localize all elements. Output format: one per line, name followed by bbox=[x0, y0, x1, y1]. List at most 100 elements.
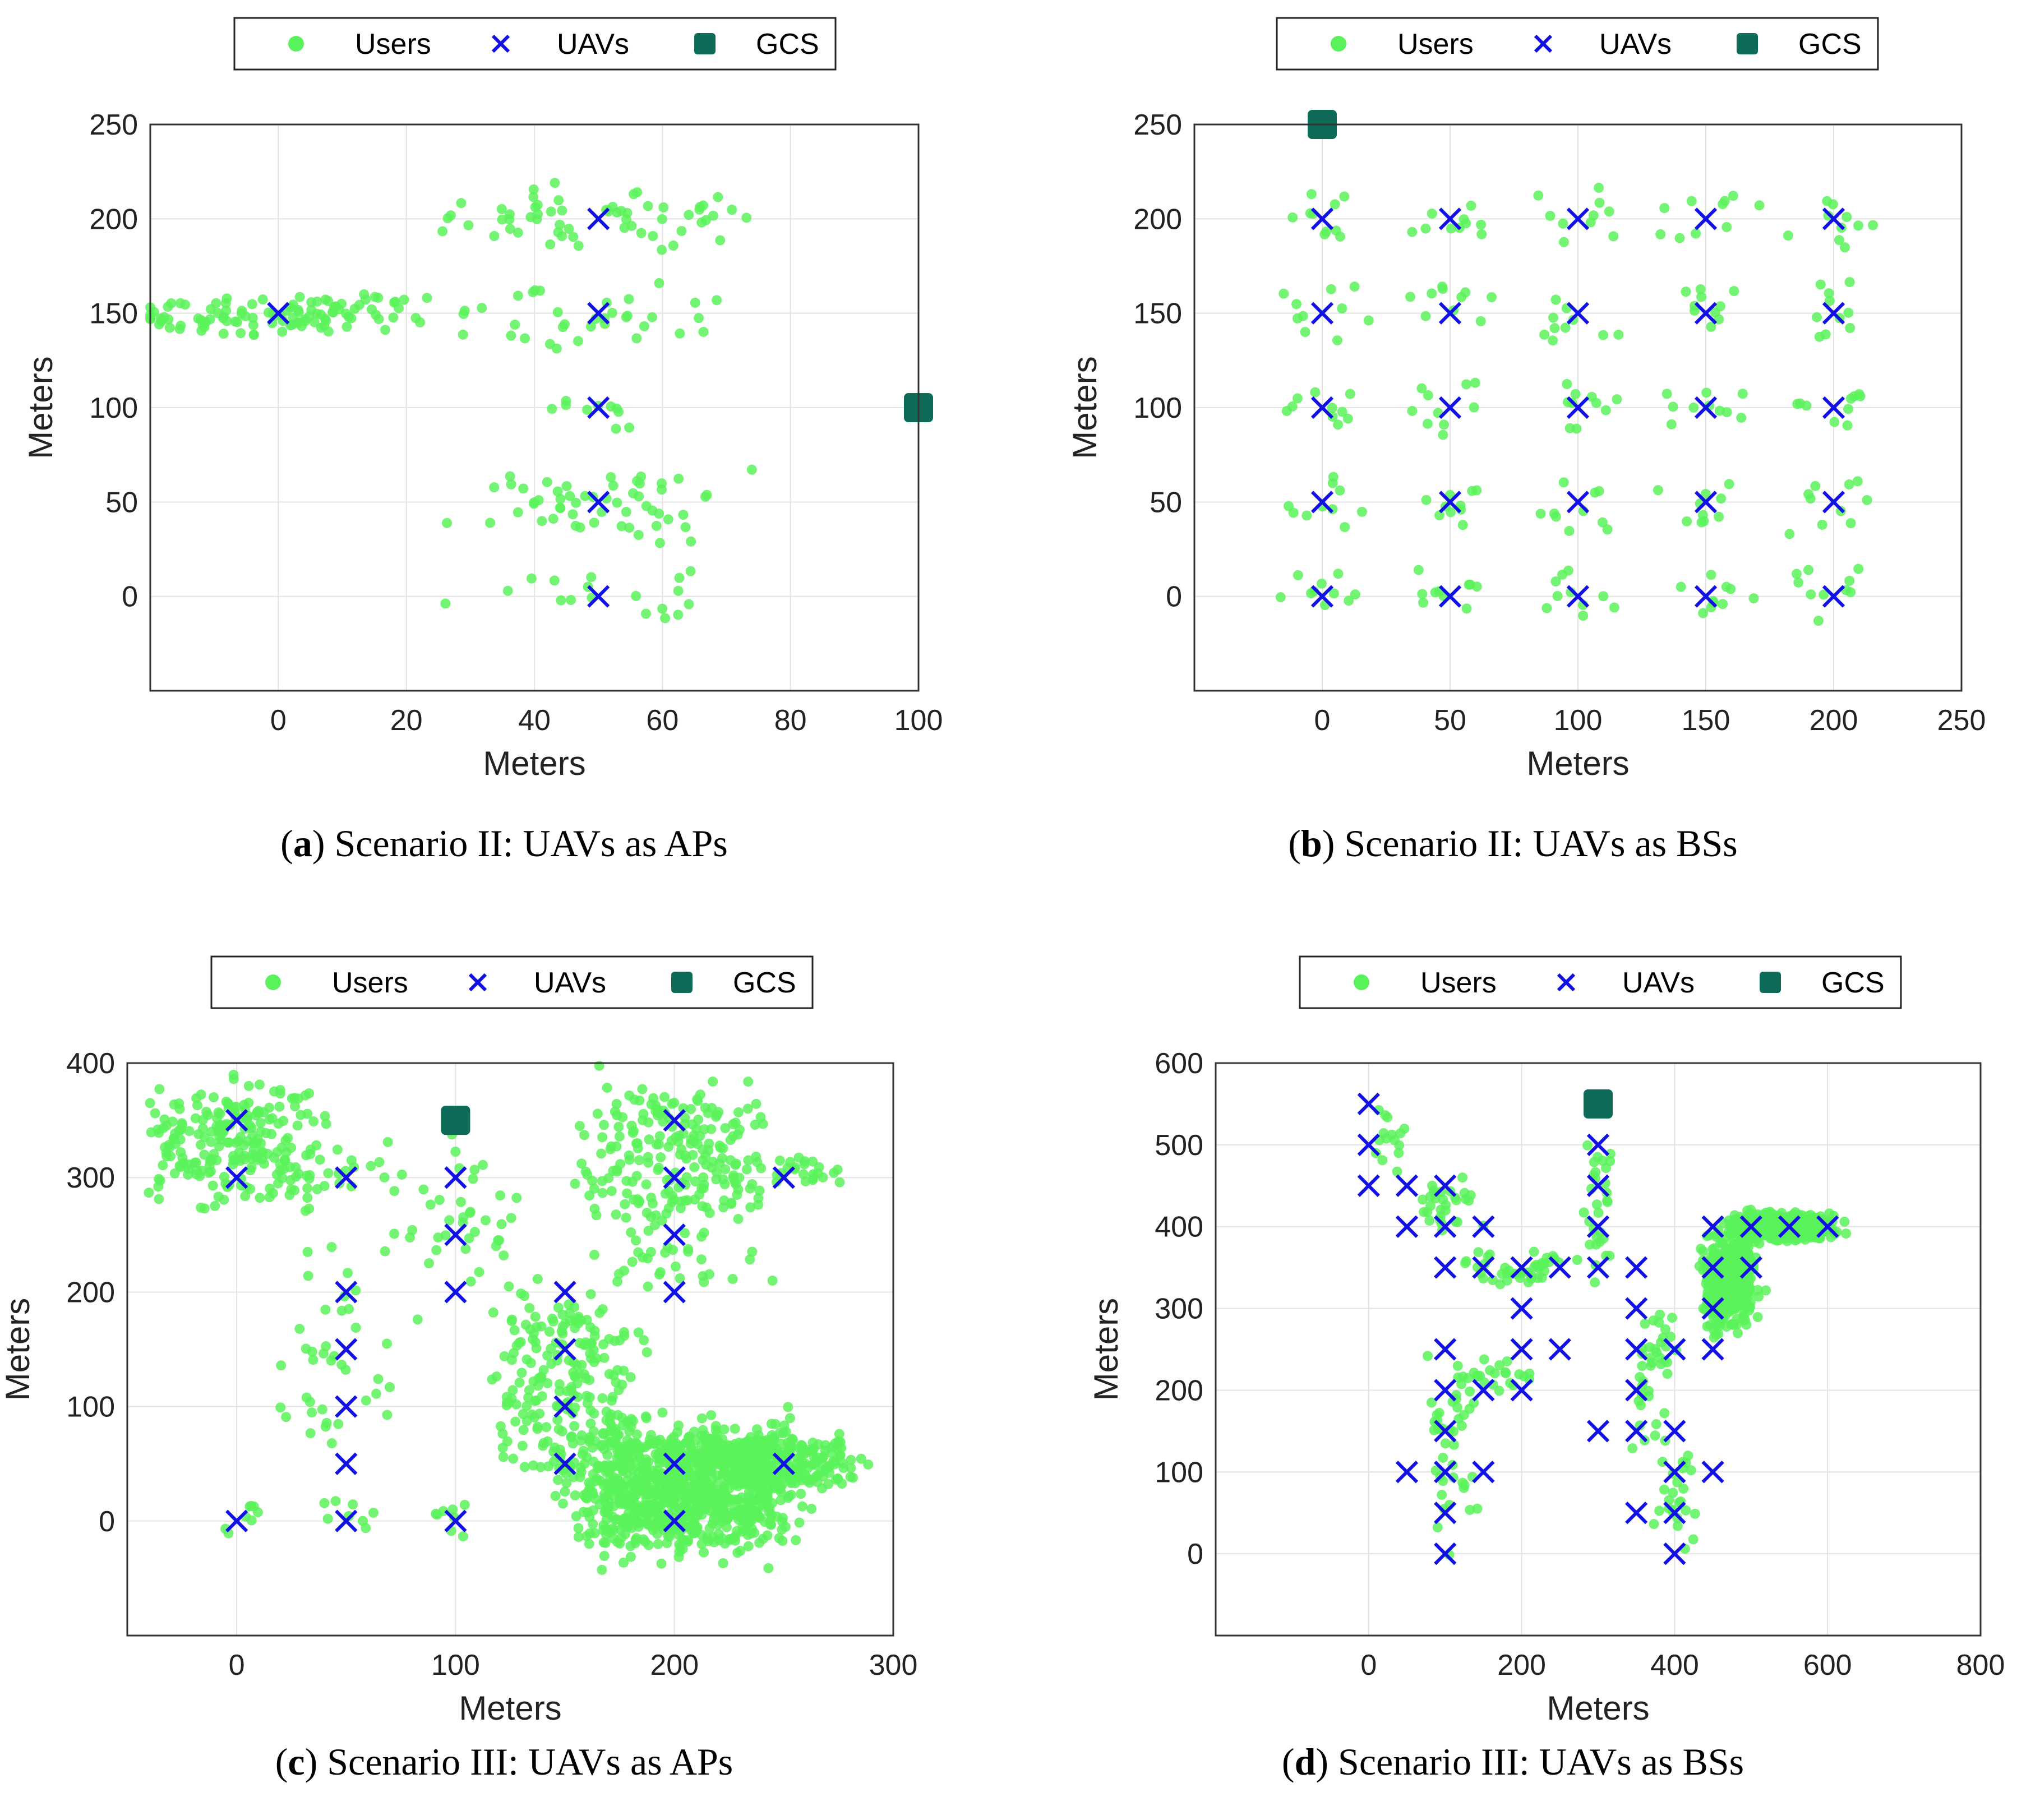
user-point bbox=[647, 1472, 657, 1482]
user-point bbox=[379, 1172, 390, 1182]
user-point bbox=[336, 1359, 347, 1370]
user-point bbox=[1405, 292, 1415, 302]
user-point bbox=[175, 1125, 186, 1135]
user-point bbox=[694, 313, 704, 324]
user-point bbox=[762, 1530, 773, 1541]
axes-frame bbox=[1193, 123, 1963, 692]
plot-area bbox=[1216, 1063, 1981, 1636]
user-point bbox=[628, 1125, 639, 1136]
uavs-series bbox=[267, 207, 610, 608]
user-point bbox=[723, 1444, 733, 1455]
user-point bbox=[1672, 1521, 1683, 1531]
user-point bbox=[524, 1385, 534, 1396]
user-point bbox=[1326, 284, 1336, 294]
user-point bbox=[632, 1194, 643, 1204]
y-axis-label: Meters bbox=[1087, 1298, 1125, 1401]
user-point bbox=[1558, 477, 1569, 488]
user-point bbox=[219, 1172, 229, 1182]
user-point bbox=[1457, 520, 1468, 530]
user-point bbox=[1598, 591, 1609, 602]
user-point bbox=[603, 1484, 614, 1495]
user-point bbox=[612, 1276, 623, 1287]
user-point bbox=[631, 1438, 642, 1449]
user-point bbox=[551, 343, 562, 354]
user-point bbox=[516, 1288, 527, 1299]
user-point bbox=[760, 1462, 770, 1472]
users-series bbox=[1275, 182, 1878, 626]
user-point bbox=[598, 1525, 608, 1536]
y-tick-label: 200 bbox=[1155, 1374, 1203, 1407]
uav-stroke bbox=[1822, 491, 1845, 514]
user-point bbox=[1407, 405, 1418, 416]
uav-stroke bbox=[335, 1452, 358, 1475]
user-point bbox=[565, 1315, 575, 1326]
user-point bbox=[588, 1505, 598, 1516]
user-point bbox=[698, 326, 709, 337]
user-point bbox=[456, 198, 467, 209]
user-point bbox=[622, 311, 633, 321]
user-point bbox=[315, 1154, 325, 1165]
uav-marker bbox=[1310, 207, 1334, 230]
legend-uavs-marker bbox=[491, 34, 510, 53]
user-point bbox=[645, 1246, 656, 1257]
user-point bbox=[585, 321, 596, 332]
uav-marker bbox=[1566, 207, 1590, 230]
user-point bbox=[1839, 1216, 1850, 1227]
user-point bbox=[658, 202, 669, 213]
user-point bbox=[574, 1121, 585, 1131]
user-point bbox=[432, 1509, 442, 1520]
user-point bbox=[1613, 329, 1624, 340]
user-point bbox=[634, 1155, 645, 1166]
user-point bbox=[1761, 1285, 1771, 1296]
y-tick-label: 100 bbox=[1133, 392, 1182, 424]
user-point bbox=[1461, 603, 1472, 614]
user-point bbox=[641, 1179, 652, 1190]
user-point bbox=[756, 1163, 767, 1174]
user-point bbox=[557, 1426, 567, 1436]
user-point bbox=[175, 298, 186, 308]
user-point bbox=[1801, 1222, 1811, 1232]
user-point bbox=[696, 1413, 707, 1424]
panel-a: 0 20 40 60 80 100 0 50 100 150 200 250 Meters Meters U… bbox=[0, 0, 1008, 910]
user-point bbox=[607, 201, 618, 212]
user-point bbox=[1518, 1371, 1529, 1382]
user-point bbox=[538, 1438, 549, 1448]
uav-stroke bbox=[1566, 207, 1590, 230]
user-point bbox=[248, 330, 259, 340]
user-point bbox=[1550, 294, 1561, 305]
user-point bbox=[1582, 1140, 1593, 1151]
user-point bbox=[1564, 525, 1575, 536]
user-point bbox=[784, 1413, 795, 1424]
user-point bbox=[286, 1142, 297, 1153]
uav-marker bbox=[1701, 1215, 1724, 1238]
uav-marker bbox=[587, 396, 610, 419]
user-point bbox=[616, 1499, 626, 1509]
user-point bbox=[612, 1110, 622, 1121]
user-point bbox=[1834, 235, 1844, 246]
uav-marker bbox=[1663, 1338, 1686, 1361]
user-point bbox=[1422, 418, 1433, 429]
uav-marker bbox=[1822, 396, 1845, 419]
user-point bbox=[399, 294, 409, 305]
user-point bbox=[549, 575, 560, 586]
user-point bbox=[1591, 398, 1601, 408]
user-point bbox=[611, 1209, 621, 1220]
user-point bbox=[1330, 199, 1340, 210]
user-point bbox=[554, 1379, 565, 1389]
user-point bbox=[683, 1535, 694, 1545]
user-point bbox=[691, 1488, 702, 1498]
user-point bbox=[1681, 1505, 1691, 1516]
user-point bbox=[1501, 1368, 1511, 1379]
uav-marker bbox=[1357, 1133, 1380, 1156]
user-point bbox=[1608, 231, 1619, 242]
x-tick-label: 0 bbox=[1314, 704, 1331, 737]
user-point bbox=[846, 1454, 856, 1465]
user-point bbox=[1842, 420, 1853, 431]
user-point bbox=[326, 1242, 337, 1253]
user-point bbox=[597, 1564, 607, 1575]
user-point bbox=[553, 227, 564, 238]
uav-marker bbox=[1510, 1256, 1533, 1279]
user-point bbox=[504, 214, 515, 225]
user-point bbox=[816, 1483, 827, 1494]
user-point bbox=[1655, 1352, 1665, 1363]
